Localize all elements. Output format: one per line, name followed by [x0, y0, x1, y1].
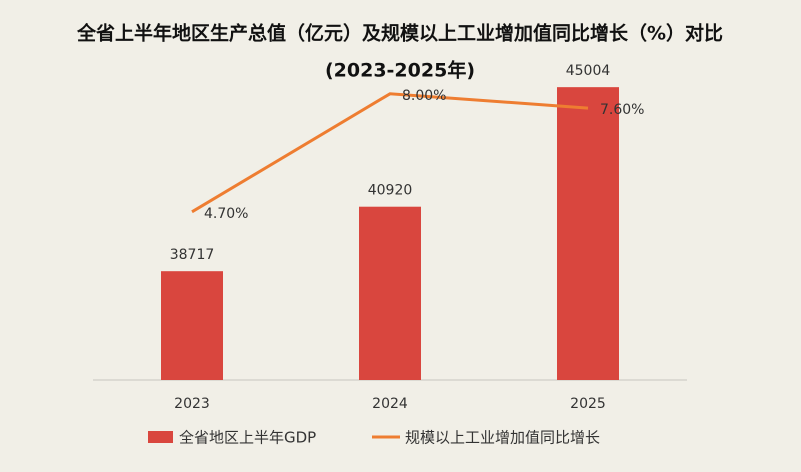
bar: [161, 271, 223, 380]
line: [191, 92, 589, 214]
data-label: 45004: [566, 63, 611, 79]
data-label: 8.00%: [402, 88, 446, 104]
x-tick-label: 2023: [174, 396, 210, 412]
bar: [557, 87, 619, 380]
chart-subtitle: (2023-2025年): [325, 59, 475, 82]
legend-label: 规模以上工业增加值同比增长: [405, 429, 600, 447]
x-tick-label: 2024: [372, 396, 408, 412]
data-label: 7.60%: [600, 102, 644, 118]
data-label: 40920: [368, 183, 413, 199]
legend-label: 全省地区上半年GDP: [179, 429, 316, 447]
legend-swatch: [148, 431, 173, 443]
chart-title: 全省上半年地区生产总值（亿元）及规模以上工业增加值同比增长（%）对比: [76, 22, 723, 45]
bar: [359, 206, 421, 380]
x-tick-label: 2025: [570, 396, 606, 412]
data-label: 4.70%: [204, 206, 248, 222]
data-label: 38717: [170, 247, 215, 263]
